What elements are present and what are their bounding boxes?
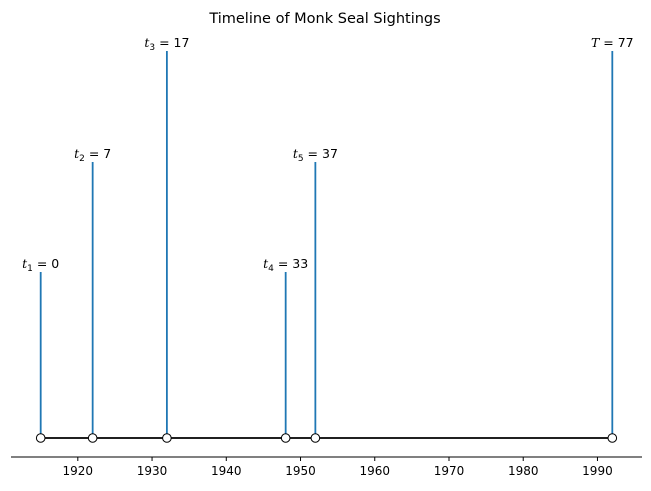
markers-group [35, 433, 618, 443]
stem-label: t5 = 37 [293, 146, 338, 164]
stem-label: t3 = 17 [144, 35, 189, 53]
x-tick-label: 1960 [359, 464, 390, 478]
event-marker [310, 433, 321, 443]
x-tick-label: 1990 [582, 464, 613, 478]
x-tick-label: 1940 [211, 464, 242, 478]
x-tick-label: 1930 [137, 464, 168, 478]
event-marker [162, 433, 172, 443]
stem-labels-group: t1 = 0 t2 = 7 t3 = 17 t4 = 33 t5 = 37 T = 77 [22, 35, 634, 274]
x-tick-label: 1980 [508, 464, 539, 478]
stem-label: t2 = 7 [74, 146, 111, 164]
stem-label: t4 = 33 [263, 256, 308, 274]
chart-title: Timeline of Monk Seal Sightings [208, 11, 440, 27]
x-ticks-group: 1920 1930 1940 1950 1960 1970 1980 1990 [63, 457, 613, 478]
event-marker [35, 433, 46, 443]
event-marker [87, 433, 98, 443]
event-marker [607, 433, 618, 443]
stems-group [39, 51, 614, 438]
x-tick-label: 1920 [63, 464, 94, 478]
x-tick-label: 1970 [434, 464, 465, 478]
stem-label: T = 77 [591, 35, 634, 50]
x-tick-label: 1950 [285, 464, 316, 478]
stem-label: t1 = 0 [22, 256, 59, 274]
event-marker [280, 433, 291, 443]
